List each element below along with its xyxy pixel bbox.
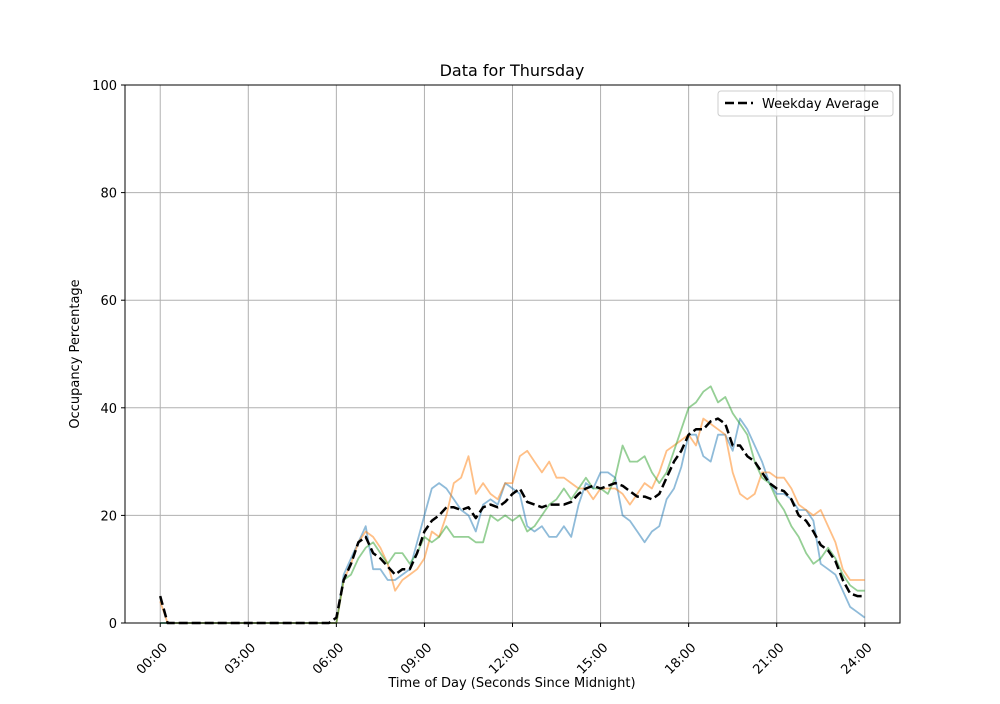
y-tick-label: 20 [100, 509, 117, 524]
x-tick-label: 00:00 [134, 641, 171, 678]
x-tick-label: 18:00 [662, 641, 699, 678]
y-tick-label: 60 [100, 294, 117, 309]
x-tick-label: 12:00 [486, 641, 523, 678]
x-tick-label: 24:00 [839, 641, 876, 678]
x-tick-label: 15:00 [574, 641, 611, 678]
y-tick-label: 40 [100, 402, 117, 417]
legend-box [717, 90, 894, 117]
x-tick-label: 03:00 [222, 641, 259, 678]
grid [125, 84, 900, 624]
x-axis-label: Time of Day (Seconds Since Midnight) [387, 676, 635, 691]
chart-title: Data for Thursday [440, 61, 585, 80]
y-tick-label: 80 [100, 187, 117, 202]
axis-ticks: 00:00 03:00 06:00 09:00 12:00 15:00 18:00 21:00… [92, 79, 875, 678]
x-tick-label: 09:00 [398, 641, 435, 678]
y-tick-label: 0 [109, 617, 117, 632]
y-axis-label: Occupancy Percentage [68, 279, 83, 428]
legend-label-weekday-average: Weekday Average [762, 97, 879, 112]
y-tick-label: 100 [92, 79, 117, 94]
legend: Weekday Average [717, 90, 894, 117]
x-tick-label: 21:00 [750, 641, 787, 678]
x-tick-label: 06:00 [310, 641, 347, 678]
